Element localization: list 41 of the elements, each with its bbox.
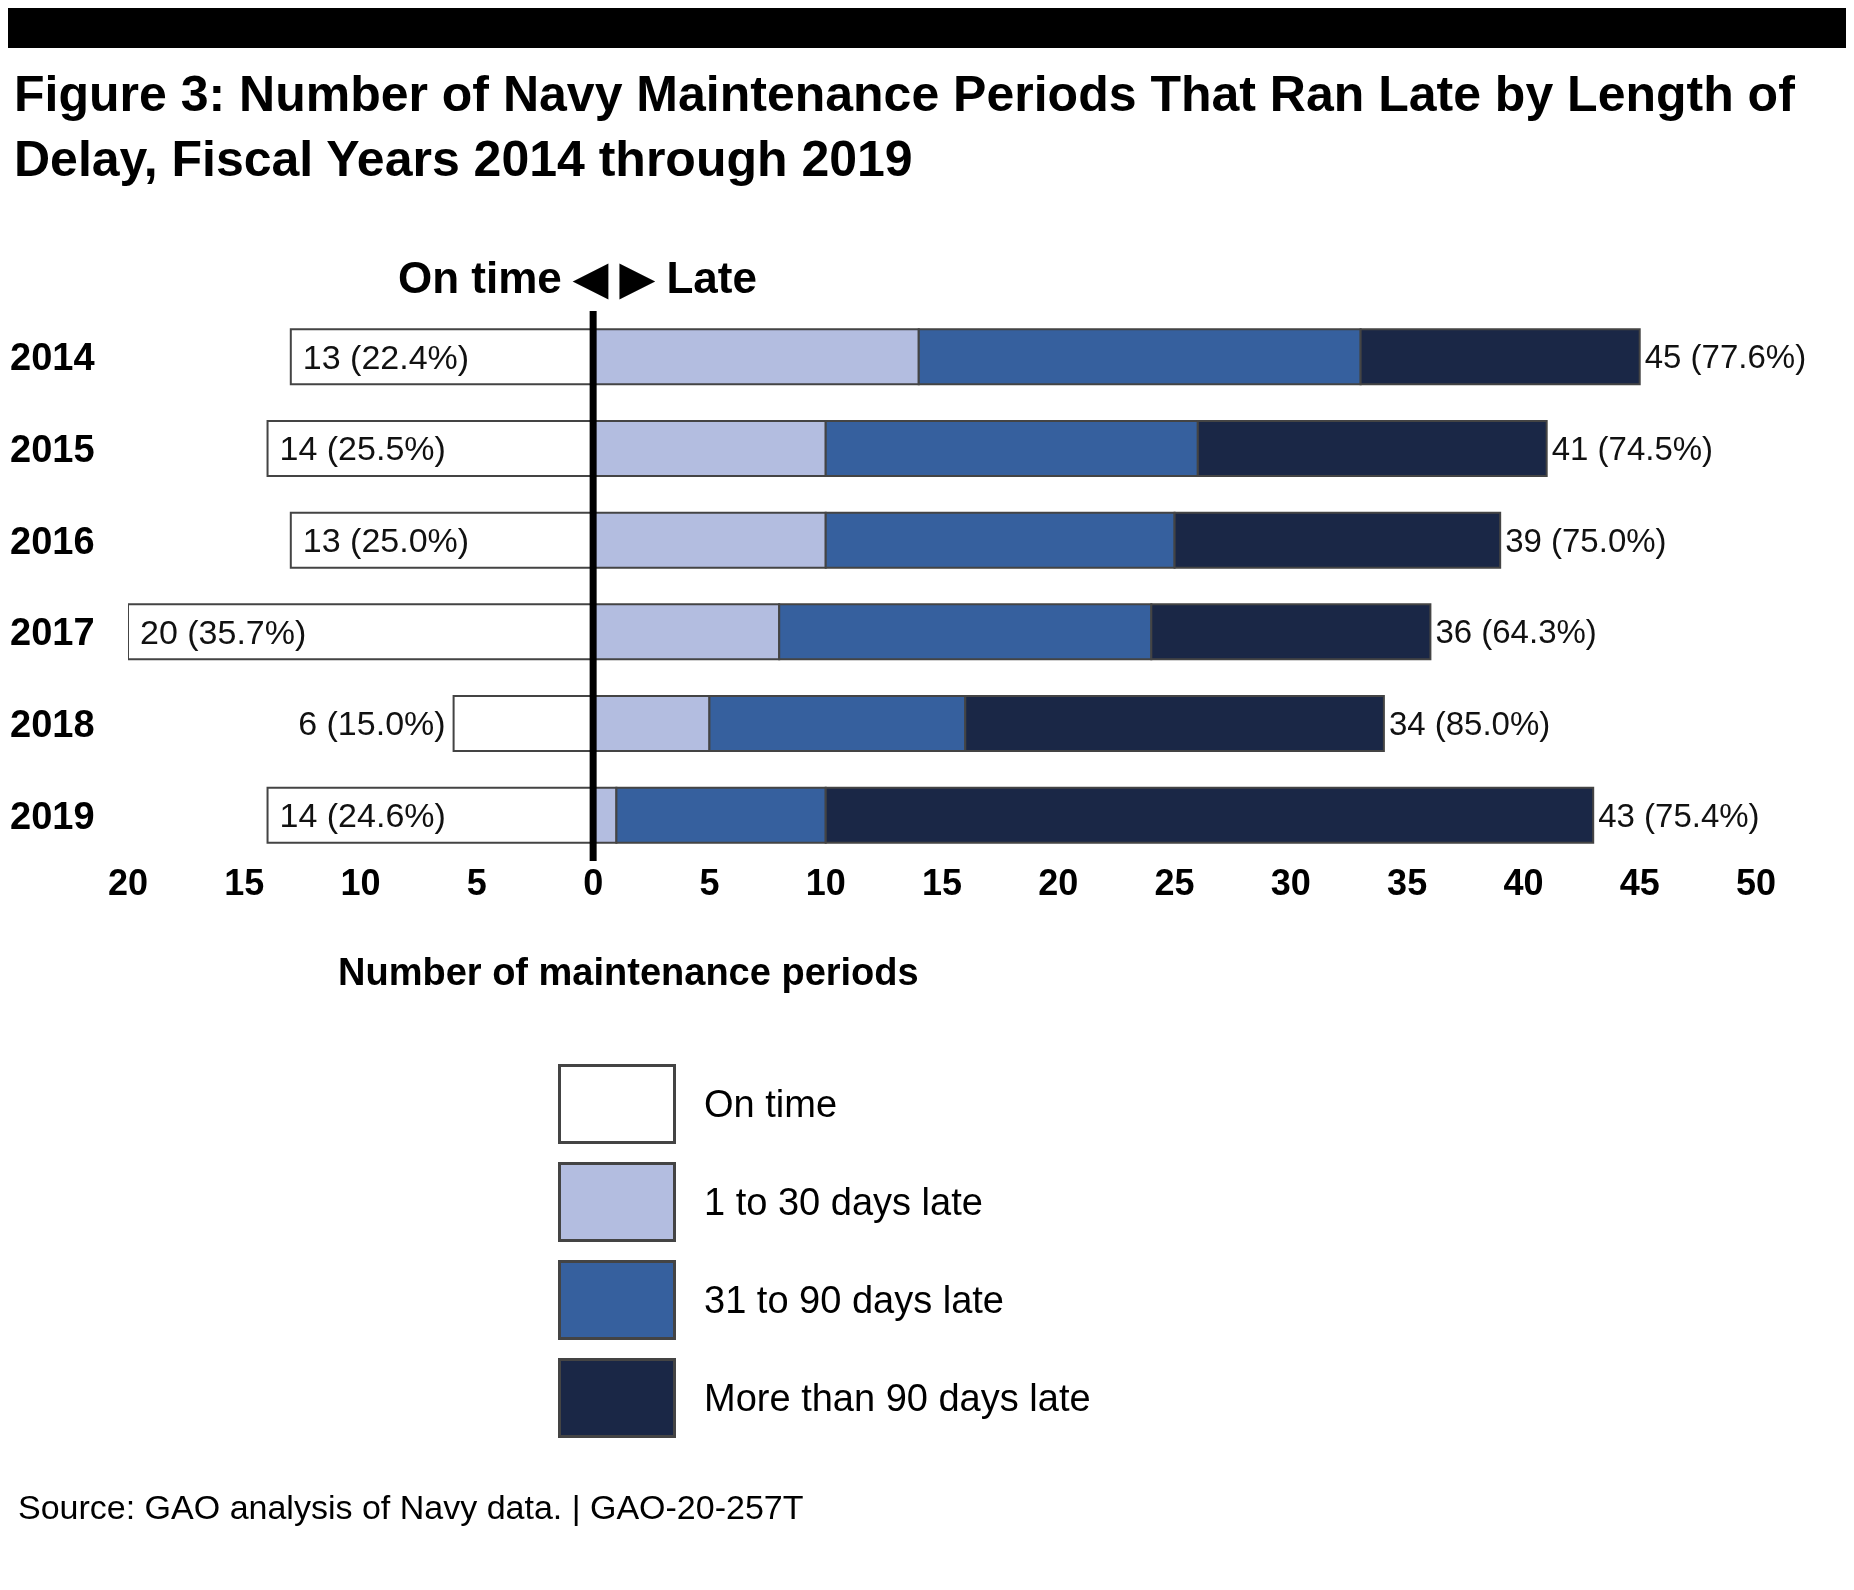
y-tick-label: 2018 — [10, 702, 95, 745]
total-label: 43 (75.4%) — [1598, 796, 1760, 834]
x-tick-label: 0 — [583, 861, 604, 903]
x-tick-label: 10 — [340, 861, 381, 903]
total-label: 36 (64.3%) — [1435, 613, 1597, 651]
x-tick-label: 20 — [107, 861, 149, 903]
annotation: 20 (35.7%) — [140, 612, 307, 651]
x-tick-label: 10 — [805, 861, 846, 903]
x-tick-label: 40 — [1503, 861, 1544, 903]
annotation: 13 (25.0%) — [302, 521, 470, 560]
total-label: 34 (85.0%) — [1388, 705, 1551, 743]
x-tick-label: 15 — [921, 861, 963, 903]
annotation: 13 (22.4%) — [302, 337, 470, 376]
y-tick-label: 2015 — [10, 427, 95, 470]
x-tick-label: 30 — [1270, 861, 1311, 903]
total-label: 41 (74.5%) — [1551, 430, 1714, 468]
total-label: 45 (77.6%) — [1644, 338, 1807, 376]
y-tick-label: 2016 — [10, 519, 95, 562]
x-tick-label: 20 — [1038, 861, 1079, 903]
x-tick-label: 25 — [1154, 861, 1195, 903]
legend-label: On time — [704, 1082, 838, 1126]
y-tick-label: 2019 — [10, 794, 95, 837]
x-axis-title: Number of maintenance periods — [338, 951, 920, 994]
y-tick-label: 2014 — [10, 336, 95, 379]
source-note: Source: GAO analysis of Navy data. | GAO-20-257T — [18, 1488, 805, 1527]
chart-title: Figure 3: Number of Navy Maintenance Periods That Ran Late by Length of Delay, Fiscal Years 2014 through 2019 — [14, 65, 1796, 189]
x-tick-label: 5 — [699, 861, 720, 903]
text: On time ◀ ▶ Late — [398, 252, 758, 303]
annotation: 14 (25.5%) — [279, 429, 446, 468]
x-tick-label: 15 — [224, 861, 265, 903]
x-tick-label: 35 — [1387, 861, 1428, 903]
x-tick-label: 50 — [1735, 861, 1777, 903]
x-tick-label: 5 — [466, 861, 487, 903]
y-tick-label: 2017 — [10, 611, 95, 654]
legend-label: 31 to 90 days late — [704, 1278, 1004, 1322]
annotation: 6 (15.0%) — [298, 704, 446, 743]
total-label: 39 (75.0%) — [1505, 521, 1667, 559]
legend-label: More than 90 days late — [704, 1376, 1091, 1420]
annotation: 14 (24.6%) — [279, 796, 446, 835]
x-tick-label: 45 — [1619, 861, 1660, 903]
legend-label: 1 to 30 days late — [704, 1180, 983, 1224]
